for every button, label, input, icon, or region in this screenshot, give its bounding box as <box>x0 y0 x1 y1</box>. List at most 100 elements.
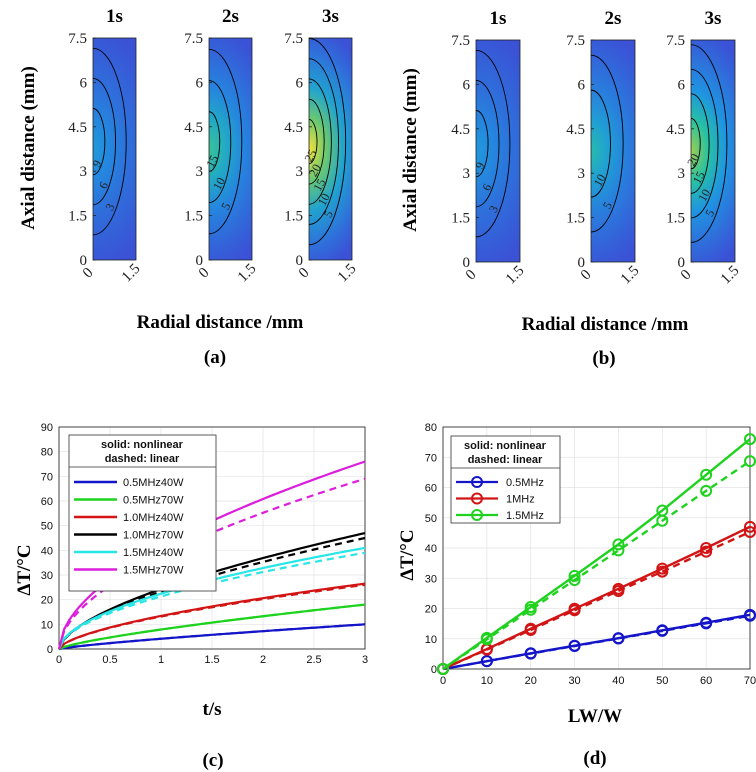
x-tick-label: 1.5 <box>618 263 643 288</box>
y-tick-label: 4.5 <box>184 120 203 136</box>
x-tick-label: 3 <box>362 654 368 666</box>
panel-d-xlabel: LW/W <box>568 706 622 727</box>
contour-label-5: 5 <box>218 200 233 212</box>
contour-line-5 <box>309 38 347 246</box>
panel-a-label: (a) <box>204 347 226 368</box>
legend-label-1.5MHz70W: 1.5MHz70W <box>123 565 184 577</box>
panel-b-label: (b) <box>592 348 615 369</box>
x-tick-label: 0 <box>56 654 62 666</box>
contour-label-6: 6 <box>479 181 494 193</box>
x-tick-label: 50 <box>656 675 668 687</box>
y-tick-label: 30 <box>41 570 53 582</box>
y-tick-label: 3 <box>80 164 88 180</box>
x-tick-label: 70 <box>744 675 756 687</box>
contour-line-5 <box>591 54 624 233</box>
y-tick-label: 3 <box>196 164 204 180</box>
y-tick-label: 6 <box>578 77 586 93</box>
panel-b-ylabel: Axial distance (mm) <box>400 68 421 232</box>
legend-header-linear: dashed: linear <box>468 454 543 466</box>
panel-c-line-chart: ΔT/°C t/s (c) 0 10 20 30 40 50 60 70 80 90 0 0.5 1 1.… <box>14 422 368 771</box>
contour-label-15: 15 <box>203 153 221 170</box>
series-0.5MHz-nonlinear <box>442 613 751 671</box>
x-tick-label: 0 <box>440 675 446 687</box>
x-tick-label: 30 <box>568 675 580 687</box>
contour-line-10 <box>309 58 339 225</box>
x-tick-label: 60 <box>700 675 712 687</box>
y-tick-label: 4.5 <box>566 122 585 138</box>
legend-label-0.5MHz70W: 0.5MHz70W <box>123 495 184 507</box>
plot-frame <box>442 426 751 670</box>
y-tick-label: 6 <box>296 75 304 91</box>
contour-line-5 <box>691 44 728 243</box>
contour-label-6: 6 <box>96 179 111 191</box>
x-tick-label: 1 <box>158 654 164 666</box>
x-tick-label: 40 <box>612 675 624 687</box>
y-tick-label: 3 <box>578 166 586 182</box>
y-tick-label: 3 <box>296 164 304 180</box>
contour-label-9: 9 <box>472 160 487 172</box>
x-tick-label: 0 <box>678 267 695 284</box>
marker-1.5MHz-nonlinear <box>524 600 537 613</box>
panel-b-xlabel: Radial distance /mm <box>522 314 689 335</box>
heatmap-field <box>475 39 521 263</box>
contour-line-10 <box>209 80 232 204</box>
series-1MHz-nonlinear <box>442 525 751 671</box>
x-tick-label: 10 <box>481 675 493 687</box>
series-1MHz-linear <box>442 530 751 671</box>
x-tick-label: 0 <box>463 267 480 284</box>
panel-c-ylabel: ΔT/°C <box>14 544 35 595</box>
legend-label-0.5MHz: 0.5MHz <box>506 477 544 489</box>
x-tick-label: 0 <box>80 265 97 282</box>
contour-label-15: 15 <box>690 169 708 186</box>
panel-c-xlabel: t/s <box>203 699 222 720</box>
legend-label-1.0MHz40W: 1.0MHz40W <box>123 512 184 524</box>
y-tick-label: 6 <box>80 75 88 91</box>
panel-a-heatmaps: Axial distance (mm) Radial distance /mm … <box>18 6 359 368</box>
contour-line-15 <box>209 111 221 172</box>
x-tick-label: 1.5 <box>718 263 743 288</box>
y-tick-label: 4.5 <box>284 120 303 136</box>
contour-line-5 <box>209 48 243 235</box>
y-tick-label: 10 <box>41 619 53 631</box>
y-tick-label: 3 <box>678 166 686 182</box>
legend-header-nonlinear: solid: nonlinear <box>464 440 547 452</box>
contour-label-5: 5 <box>321 208 336 220</box>
y-tick-label: 6 <box>463 77 471 93</box>
heatmap-field <box>92 37 137 261</box>
marker-1MHz-nonlinear <box>700 542 713 554</box>
marker-1MHz-nonlinear <box>656 562 669 575</box>
subplot-title-2s: 2s <box>222 6 239 27</box>
contour-line-20 <box>309 98 325 185</box>
contour-label-10: 10 <box>695 187 713 204</box>
contour-label-10: 10 <box>315 191 333 208</box>
contour-line-25 <box>309 118 318 165</box>
heatmap-field <box>590 39 636 263</box>
y-tick-label: 70 <box>425 452 437 464</box>
y-tick-label: 1.5 <box>184 209 203 225</box>
panel-d-line-chart: ΔT/°C LW/W (d) 0 10 20 30 40 50 60 70 80 0 10 20 30 4… <box>397 422 756 769</box>
marker-0.5MHz-nonlinear <box>568 639 581 652</box>
marker-1.5MHz-nonlinear <box>480 631 493 644</box>
contour-line-10 <box>591 89 611 198</box>
legend-box <box>450 435 561 524</box>
marker-1.5MHz-linear <box>700 484 713 497</box>
marker-0.5MHz-nonlinear <box>524 647 537 660</box>
legend-marker-1MHz <box>471 492 483 505</box>
legend-label-1.5MHz40W: 1.5MHz40W <box>123 547 184 559</box>
contour-line-10 <box>691 68 719 219</box>
subplot-title-1s: 1s <box>106 6 123 27</box>
marker-1MHz-nonlinear <box>744 520 756 533</box>
contour-line-3 <box>93 47 127 236</box>
contour-label-20: 20 <box>684 151 702 168</box>
y-tick-label: 1.5 <box>68 209 87 225</box>
panel-a-subplot-1s: 3 6 9 <box>89 37 137 261</box>
legend-header-linear: dashed: linear <box>105 453 180 465</box>
y-tick-label: 80 <box>425 422 437 434</box>
y-tick-label: 0 <box>80 253 88 269</box>
y-tick-label: 7.5 <box>284 31 303 47</box>
subplot-title-3s: 3s <box>705 8 722 29</box>
y-tick-label: 50 <box>41 521 53 533</box>
x-tick-label: 2 <box>260 654 266 666</box>
legend-label-1.0MHz70W: 1.0MHz70W <box>123 530 184 542</box>
